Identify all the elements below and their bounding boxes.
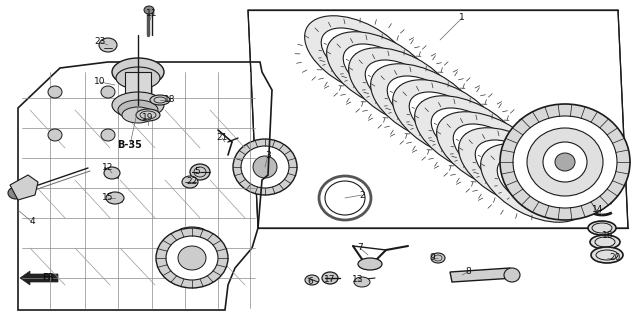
- Ellipse shape: [476, 140, 548, 194]
- Ellipse shape: [182, 176, 198, 188]
- Ellipse shape: [112, 92, 164, 118]
- Text: 11: 11: [147, 10, 157, 19]
- Text: B-35: B-35: [118, 140, 143, 150]
- Text: 7: 7: [357, 243, 363, 253]
- Ellipse shape: [150, 95, 170, 105]
- Ellipse shape: [513, 116, 617, 208]
- Ellipse shape: [122, 107, 154, 123]
- Ellipse shape: [321, 28, 395, 82]
- Ellipse shape: [144, 6, 154, 14]
- Ellipse shape: [326, 32, 433, 110]
- Text: 21: 21: [216, 133, 228, 143]
- Ellipse shape: [241, 146, 289, 188]
- Polygon shape: [125, 72, 151, 105]
- Ellipse shape: [99, 38, 117, 52]
- Ellipse shape: [104, 167, 120, 179]
- FancyArrow shape: [20, 271, 58, 285]
- Ellipse shape: [481, 144, 588, 222]
- Text: 9: 9: [429, 254, 435, 263]
- Ellipse shape: [190, 164, 210, 180]
- Text: 8: 8: [465, 268, 471, 277]
- Ellipse shape: [101, 129, 115, 141]
- Ellipse shape: [497, 156, 571, 210]
- Ellipse shape: [555, 153, 575, 171]
- Text: 23: 23: [94, 38, 106, 47]
- Text: 1: 1: [459, 13, 465, 23]
- Text: FR.: FR.: [42, 273, 58, 283]
- Ellipse shape: [371, 64, 477, 142]
- Ellipse shape: [112, 58, 164, 86]
- Ellipse shape: [459, 128, 565, 206]
- Ellipse shape: [409, 92, 483, 146]
- Ellipse shape: [431, 253, 445, 263]
- Polygon shape: [10, 175, 38, 200]
- Ellipse shape: [178, 246, 206, 270]
- Ellipse shape: [322, 272, 338, 284]
- Ellipse shape: [156, 228, 228, 288]
- Ellipse shape: [500, 104, 630, 220]
- Ellipse shape: [354, 277, 370, 287]
- Ellipse shape: [504, 268, 520, 282]
- Text: 15: 15: [102, 194, 114, 203]
- Ellipse shape: [166, 236, 218, 280]
- Ellipse shape: [48, 129, 62, 141]
- Text: 14: 14: [592, 205, 604, 214]
- Ellipse shape: [415, 96, 522, 174]
- Ellipse shape: [591, 247, 623, 263]
- Ellipse shape: [233, 139, 297, 195]
- Ellipse shape: [436, 112, 543, 190]
- Text: 6: 6: [307, 278, 313, 286]
- Text: 17: 17: [324, 276, 336, 285]
- Polygon shape: [450, 268, 515, 282]
- Ellipse shape: [305, 275, 319, 285]
- Ellipse shape: [343, 44, 417, 98]
- Text: 5: 5: [194, 167, 200, 176]
- Text: 10: 10: [94, 78, 106, 86]
- Text: 12: 12: [102, 164, 114, 173]
- Ellipse shape: [101, 86, 115, 98]
- Ellipse shape: [349, 48, 456, 126]
- Ellipse shape: [365, 60, 439, 114]
- Ellipse shape: [8, 187, 24, 199]
- Ellipse shape: [527, 128, 603, 196]
- Ellipse shape: [305, 16, 412, 94]
- Ellipse shape: [431, 108, 505, 162]
- Ellipse shape: [358, 258, 382, 270]
- Text: 2: 2: [359, 190, 365, 199]
- Ellipse shape: [588, 221, 616, 235]
- Ellipse shape: [543, 142, 587, 182]
- Text: 18: 18: [164, 95, 176, 105]
- Ellipse shape: [48, 86, 62, 98]
- Ellipse shape: [116, 67, 160, 89]
- Ellipse shape: [590, 235, 620, 249]
- Ellipse shape: [387, 76, 461, 130]
- Text: 4: 4: [29, 218, 35, 226]
- Text: 16: 16: [602, 231, 614, 240]
- Ellipse shape: [136, 109, 160, 121]
- Text: 20: 20: [609, 254, 621, 263]
- Ellipse shape: [453, 124, 527, 178]
- Text: 3: 3: [265, 151, 271, 160]
- Ellipse shape: [253, 156, 277, 178]
- Text: 13: 13: [352, 276, 364, 285]
- Text: 19: 19: [142, 114, 154, 122]
- Text: 22: 22: [186, 177, 198, 187]
- Ellipse shape: [118, 100, 158, 120]
- Ellipse shape: [392, 80, 499, 158]
- Ellipse shape: [106, 192, 124, 204]
